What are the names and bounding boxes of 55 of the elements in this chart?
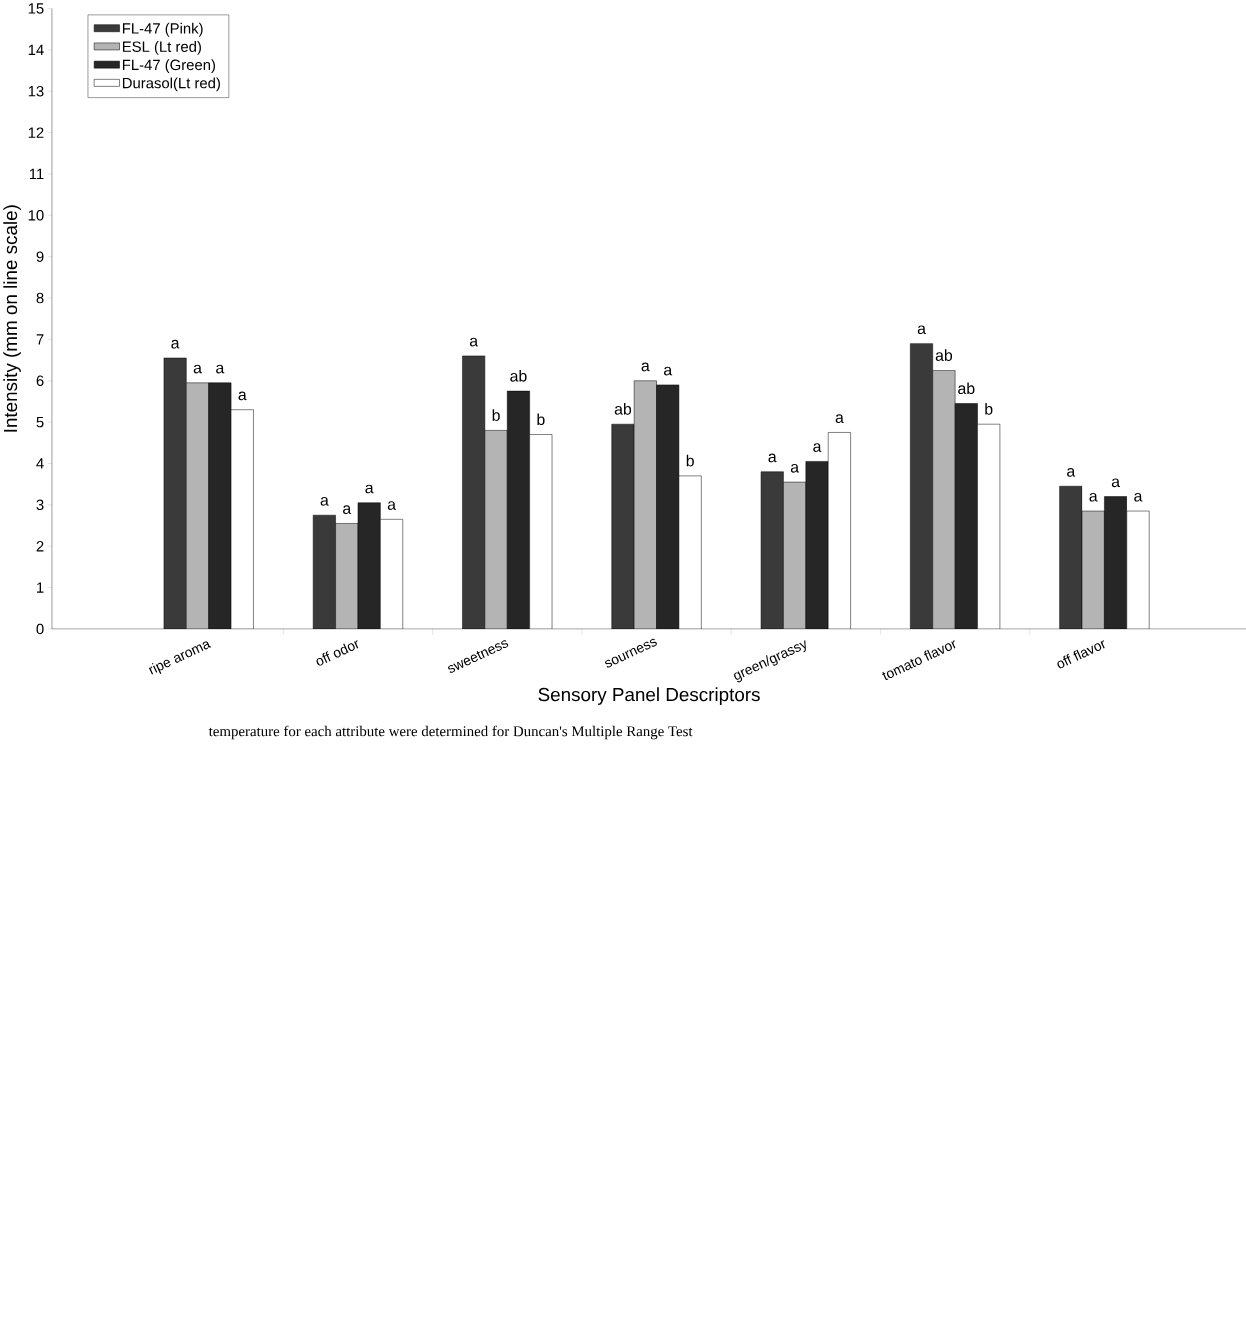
- y-tick-label: 2: [36, 541, 44, 552]
- y-tick-label: 8: [36, 292, 44, 304]
- y-tick-label: 9: [36, 251, 44, 262]
- data-label: a: [641, 362, 650, 372]
- data-label: a: [387, 501, 396, 510]
- data-label: ab: [935, 349, 952, 361]
- data-label: a: [320, 497, 329, 506]
- data-label: b: [985, 403, 993, 415]
- data-label: a: [768, 453, 777, 463]
- data-label: a: [238, 391, 247, 401]
- x-tick-label: tomato flavor: [881, 640, 956, 681]
- legend-label: FL-47 (Green): [122, 59, 215, 74]
- data-label: a: [1111, 478, 1120, 488]
- data-label: a: [171, 339, 180, 349]
- y-tick-label: 1: [36, 582, 44, 593]
- y-tick-label: 14: [28, 44, 44, 55]
- data-label: a: [1066, 468, 1076, 477]
- data-label: a: [917, 325, 926, 335]
- data-label: b: [686, 454, 694, 467]
- y-tick-label: 0: [36, 623, 44, 635]
- data-label: a: [365, 484, 374, 494]
- data-label: a: [193, 364, 202, 374]
- legend-label: ESL (Lt red): [122, 41, 201, 55]
- legend-label: FL-47 (Pink): [122, 22, 203, 37]
- data-label: a: [215, 364, 225, 374]
- data-label: ab: [510, 370, 527, 382]
- data-label: a: [835, 414, 844, 424]
- data-label: b: [492, 409, 500, 421]
- data-label: a: [342, 505, 351, 515]
- y-tick-label: 11: [29, 168, 44, 180]
- text: temperature for each attribute were determined for Duncan's Multiple Range Test: [208, 725, 693, 740]
- data-label: a: [1089, 492, 1098, 502]
- data-label: a: [1134, 492, 1143, 502]
- data-label: a: [813, 443, 822, 452]
- x-tick-label: off odor: [316, 640, 359, 666]
- y-tick-label: 6: [36, 375, 44, 387]
- data-label: b: [537, 413, 545, 426]
- y-tick-label: 12: [28, 127, 44, 138]
- y-tick-label: 15: [28, 3, 44, 14]
- x-tick-label: ripe aroma: [148, 641, 211, 675]
- y-tick-label: 7: [36, 334, 44, 345]
- y-axis-title: Intensity (mm on line scale): [3, 205, 21, 432]
- x-axis-title: Sensory Panel Descriptors: [538, 687, 760, 705]
- legend-label: Durasol(Lt red): [122, 77, 220, 92]
- y-tick-label: 10: [28, 210, 44, 221]
- y-tick-label: 13: [28, 85, 44, 97]
- data-label: a: [663, 366, 672, 376]
- data-label: ab: [614, 403, 631, 415]
- data-label: ab: [957, 382, 975, 395]
- y-tick-label: 5: [36, 416, 44, 428]
- x-tick-label: off flavor: [1057, 640, 1105, 669]
- data-label: a: [469, 337, 478, 347]
- y-tick-label: 3: [36, 499, 44, 511]
- data-label: a: [790, 463, 799, 473]
- y-tick-label: 4: [36, 458, 44, 469]
